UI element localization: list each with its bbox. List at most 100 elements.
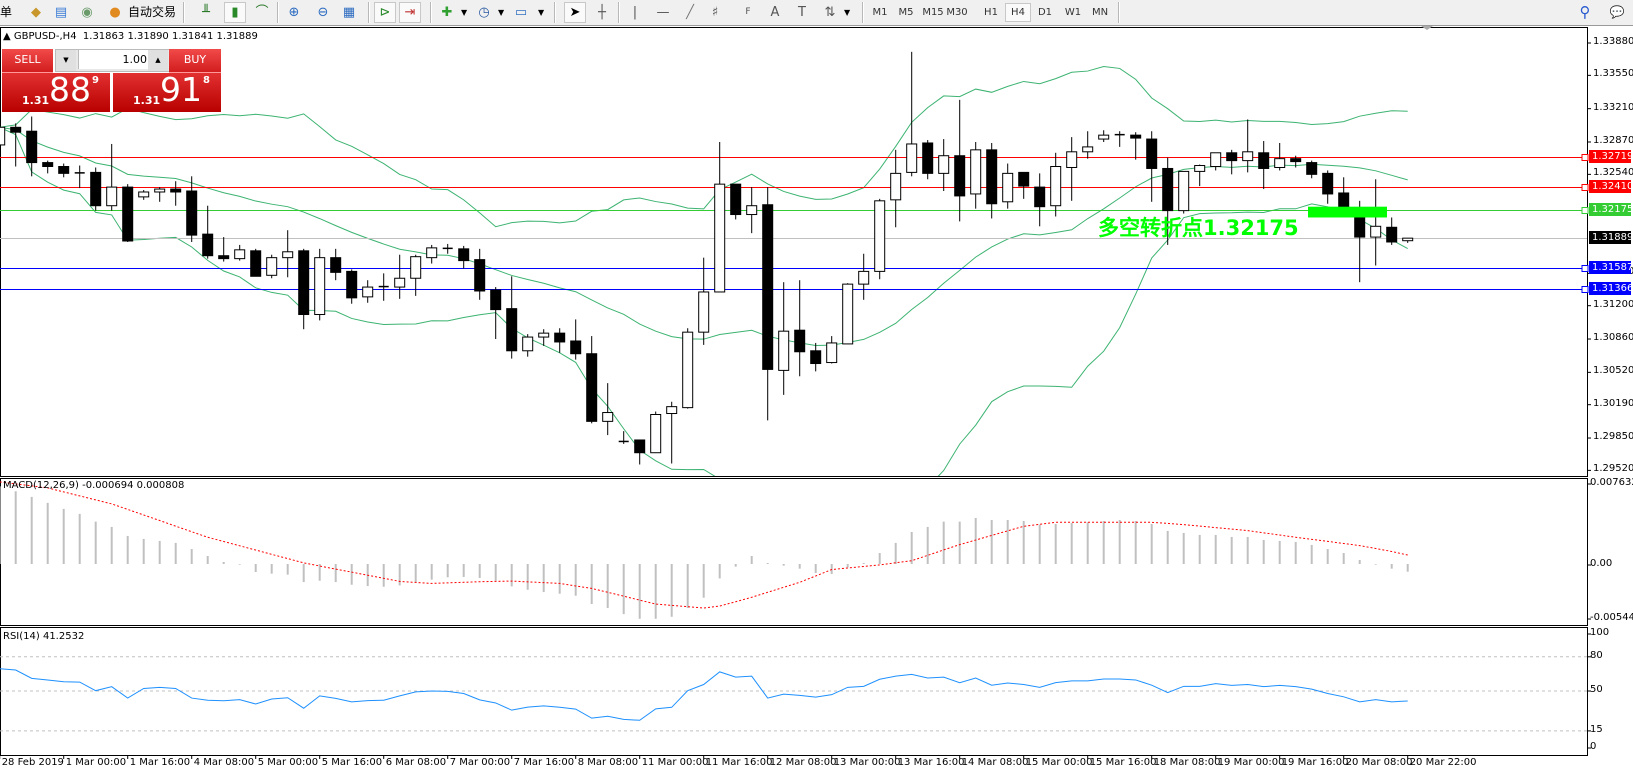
chevron-down-icon[interactable]: ▼: [844, 8, 851, 17]
candle[interactable]: [314, 248, 326, 321]
chevron-down-icon[interactable]: ▼: [498, 8, 505, 17]
candle[interactable]: [1258, 141, 1270, 190]
candle[interactable]: [1290, 155, 1302, 168]
candle[interactable]: [650, 411, 662, 454]
horizontal-line-icon[interactable]: —: [656, 5, 670, 20]
candle[interactable]: [906, 51, 918, 177]
candle[interactable]: [666, 401, 678, 464]
candle[interactable]: [10, 123, 22, 167]
candle[interactable]: [1370, 179, 1382, 266]
text-label-icon[interactable]: T: [798, 5, 806, 20]
candle[interactable]: [554, 328, 566, 353]
candle[interactable]: [842, 283, 854, 345]
autotrade-button[interactable]: 自动交易: [128, 5, 177, 19]
candle[interactable]: [970, 142, 982, 209]
candle[interactable]: [762, 187, 774, 421]
auto-scroll-icon[interactable]: ⊳: [374, 2, 396, 23]
crosshair-icon[interactable]: ┼: [598, 5, 606, 20]
sell-button[interactable]: SELL: [2, 49, 53, 73]
candle[interactable]: [426, 244, 438, 264]
candle[interactable]: [106, 143, 118, 211]
candle[interactable]: [138, 190, 150, 200]
collapse-triangle-icon[interactable]: ▲: [3, 31, 14, 42]
candle[interactable]: [618, 431, 629, 444]
candle[interactable]: [634, 439, 646, 465]
candle[interactable]: [1210, 152, 1222, 171]
chart-shift-marker-icon[interactable]: [1421, 26, 1433, 30]
candle[interactable]: [794, 280, 806, 377]
candle[interactable]: [218, 237, 230, 262]
fibonacci-retracement-icon[interactable]: F: [745, 7, 751, 17]
arrows-icon[interactable]: ⇅: [824, 5, 836, 20]
level-line-handle[interactable]: [1581, 154, 1589, 161]
level-line-handle[interactable]: [1581, 265, 1589, 272]
zoom-in-icon[interactable]: ⊕: [288, 5, 300, 20]
candle[interactable]: [170, 181, 182, 206]
candle[interactable]: [58, 163, 70, 178]
candle[interactable]: [1402, 237, 1414, 243]
candle[interactable]: [1194, 164, 1206, 187]
buy-price-box[interactable]: 1.31 91 8: [113, 70, 221, 112]
candle[interactable]: [362, 280, 374, 303]
candle[interactable]: [714, 142, 726, 293]
candle[interactable]: [1130, 132, 1142, 160]
zoom-out-icon[interactable]: ⊖: [317, 5, 329, 20]
candle[interactable]: [730, 183, 742, 220]
candle[interactable]: [602, 383, 614, 436]
candle[interactable]: [1226, 149, 1238, 175]
timeframe-m30[interactable]: M30: [946, 7, 968, 18]
candle[interactable]: [202, 205, 214, 259]
candle[interactable]: [74, 165, 85, 189]
pivot-zone-rectangle[interactable]: [1308, 206, 1387, 218]
buy-button[interactable]: BUY: [169, 49, 221, 73]
timeframe-m15[interactable]: M15: [922, 7, 944, 18]
candle[interactable]: [1274, 142, 1286, 171]
candle[interactable]: [1050, 152, 1062, 217]
candle[interactable]: [442, 243, 453, 254]
candle[interactable]: [1002, 163, 1014, 209]
candle[interactable]: [1018, 171, 1030, 199]
candle[interactable]: [234, 244, 246, 261]
lot-size-input[interactable]: [78, 50, 150, 69]
sell-price-box[interactable]: 1.31 88 9: [2, 70, 110, 112]
vertical-line-icon[interactable]: |: [632, 5, 638, 20]
candlestick-chart-icon[interactable]: ▮: [224, 2, 246, 23]
candle[interactable]: [42, 160, 54, 174]
candle[interactable]: [570, 319, 582, 360]
periods-clock-icon[interactable]: ◷: [478, 5, 490, 20]
timeframe-w1[interactable]: W1: [1064, 7, 1082, 18]
candle[interactable]: [506, 276, 518, 359]
fibonacci-fan-icon[interactable]: ♯: [711, 5, 719, 20]
candle[interactable]: [890, 149, 902, 228]
candle[interactable]: [0, 124, 6, 146]
macd-pane[interactable]: [0, 478, 1588, 626]
candle[interactable]: [1306, 160, 1318, 179]
candle[interactable]: [282, 230, 294, 278]
candle[interactable]: [1114, 131, 1125, 147]
candle[interactable]: [778, 282, 790, 395]
candle[interactable]: [186, 176, 198, 242]
chevron-down-icon[interactable]: ▼: [461, 8, 468, 17]
autotrade-icon[interactable]: ●: [109, 5, 121, 20]
pivot-annotation[interactable]: 多空转折点1.32175: [1098, 216, 1299, 240]
navigator-icon[interactable]: ▤: [54, 5, 68, 20]
main-price-pane[interactable]: [0, 27, 1588, 477]
candle[interactable]: [1386, 217, 1398, 245]
candle[interactable]: [698, 257, 710, 345]
timeframe-m5[interactable]: M5: [898, 7, 914, 18]
chevron-down-icon[interactable]: ▼: [538, 8, 545, 17]
timeframe-h4[interactable]: H4: [1005, 3, 1031, 22]
candle[interactable]: [538, 329, 550, 346]
level-line-handle[interactable]: [1581, 207, 1589, 214]
candle[interactable]: [922, 140, 934, 180]
candle[interactable]: [346, 269, 358, 304]
cursor-icon[interactable]: ➤: [564, 2, 586, 23]
chat-icon[interactable]: 💬: [1609, 5, 1625, 19]
candle[interactable]: [938, 139, 950, 192]
increase-lot-icon[interactable]: ▲: [148, 50, 168, 71]
candle[interactable]: [1162, 157, 1174, 245]
chart-shift-icon[interactable]: ⇥: [399, 2, 421, 23]
candle[interactable]: [1034, 173, 1046, 227]
candle[interactable]: [522, 334, 534, 357]
